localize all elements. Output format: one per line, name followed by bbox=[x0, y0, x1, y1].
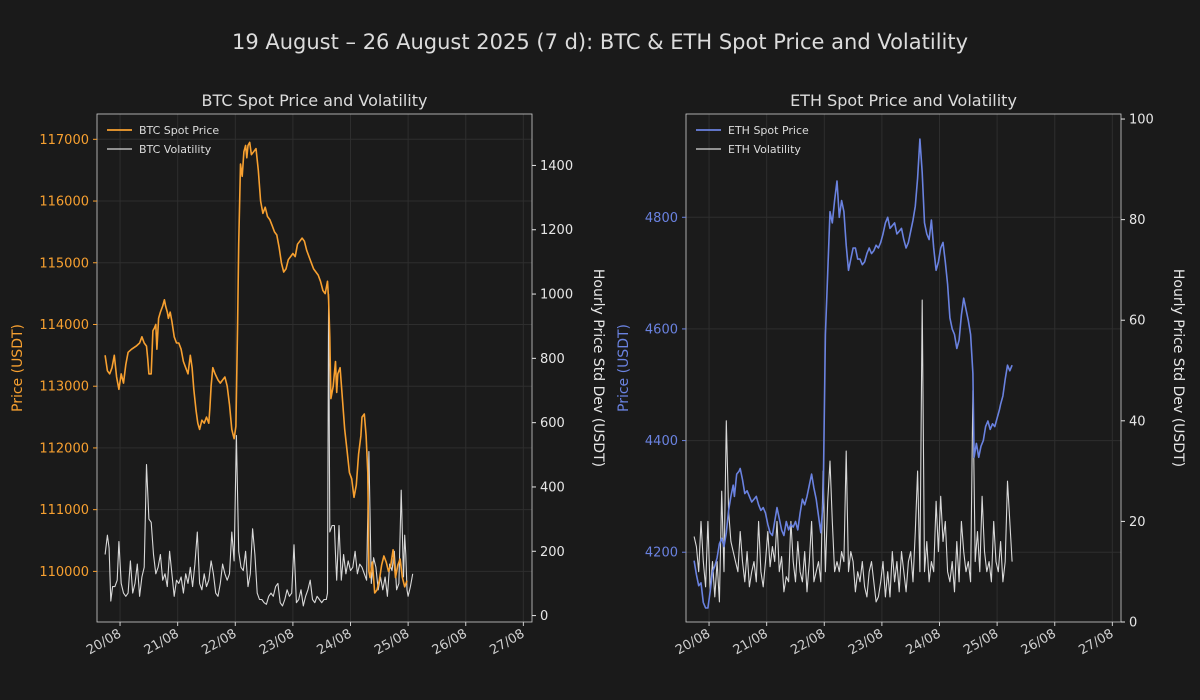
btc-right-y-tick-label: 1200 bbox=[540, 223, 573, 238]
eth-x-tick-label: 22/08 bbox=[788, 626, 828, 658]
eth-legend-volatility-label: ETH Volatility bbox=[728, 143, 801, 156]
eth-left-axis-label: Price (USDT) bbox=[616, 324, 632, 412]
eth-legend-price-label: ETH Spot Price bbox=[728, 124, 809, 137]
eth-price-line bbox=[693, 138, 1013, 609]
btc-x-tick-label: 27/08 bbox=[487, 626, 527, 658]
eth-right-y-tick-label: 20 bbox=[1129, 515, 1146, 530]
btc-left-y-tick-label: 114000 bbox=[39, 318, 89, 333]
eth-x-tick-label: 25/08 bbox=[961, 626, 1001, 658]
btc-left-y-tick-label: 116000 bbox=[39, 195, 89, 210]
btc-x-tick-label: 20/08 bbox=[84, 626, 124, 658]
btc-right-axis-label: Hourly Price Std Dev (USDT) bbox=[590, 269, 606, 467]
btc-left-y-tick-label: 112000 bbox=[39, 441, 89, 456]
btc-x-tick-label: 21/08 bbox=[142, 626, 182, 658]
btc-left-y-tick-label: 113000 bbox=[39, 380, 89, 395]
btc-chart-title: BTC Spot Price and Volatility bbox=[202, 91, 428, 110]
eth-volatility-line bbox=[693, 299, 1013, 603]
eth-x-tick-label: 21/08 bbox=[731, 626, 771, 658]
btc-axes-frame bbox=[96, 113, 533, 623]
eth-axes-frame bbox=[685, 113, 1122, 623]
eth-left-y-tick-label: 4200 bbox=[645, 546, 678, 561]
btc-left-y-tick-label: 110000 bbox=[39, 565, 89, 580]
eth-right-y-tick-label: 60 bbox=[1129, 314, 1146, 329]
eth-x-tick-label: 24/08 bbox=[904, 626, 944, 658]
btc-x-tick-label: 23/08 bbox=[257, 626, 297, 658]
btc-right-y-tick-label: 1400 bbox=[540, 159, 573, 174]
btc-right-y-tick-label: 1000 bbox=[540, 288, 573, 303]
btc-x-tick-label: 26/08 bbox=[430, 626, 470, 658]
btc-left-y-tick-label: 117000 bbox=[39, 133, 89, 148]
eth-right-y-tick-label: 40 bbox=[1129, 414, 1146, 429]
eth-plot-area bbox=[686, 114, 1121, 622]
eth-x-tick-label: 20/08 bbox=[673, 626, 713, 658]
btc-plot-area bbox=[97, 114, 532, 622]
btc-right-y-tick-label: 800 bbox=[540, 352, 565, 367]
btc-right-y-tick-label: 400 bbox=[540, 480, 565, 495]
eth-x-tick-label: 27/08 bbox=[1076, 626, 1116, 658]
btc-left-y-tick-label: 111000 bbox=[39, 503, 89, 518]
eth-right-axis-label: Hourly Price Std Dev (USDT) bbox=[1170, 269, 1186, 467]
eth-left-y-tick-label: 4600 bbox=[645, 322, 678, 337]
btc-x-tick-label: 25/08 bbox=[372, 626, 412, 658]
btc-x-tick-label: 24/08 bbox=[315, 626, 355, 658]
btc-x-tick-label: 22/08 bbox=[199, 626, 239, 658]
btc-price-line bbox=[104, 141, 408, 594]
eth-left-y-tick-label: 4400 bbox=[645, 434, 678, 449]
eth-x-tick-label: 23/08 bbox=[846, 626, 886, 658]
btc-volatility-line bbox=[104, 293, 414, 607]
figure-title: 19 August – 26 August 2025 (7 d): BTC & … bbox=[231, 30, 969, 54]
btc-right-y-tick-label: 200 bbox=[540, 545, 565, 560]
btc-right-y-tick-label: 600 bbox=[540, 416, 565, 431]
btc-left-axis-label: Price (USDT) bbox=[10, 324, 26, 412]
eth-right-y-tick-label: 100 bbox=[1129, 113, 1154, 128]
btc-legend-volatility-label: BTC Volatility bbox=[139, 143, 212, 156]
eth-right-y-tick-label: 80 bbox=[1129, 213, 1146, 228]
btc-right-y-tick-label: 0 bbox=[540, 609, 548, 624]
btc-legend-price-label: BTC Spot Price bbox=[139, 124, 219, 137]
eth-right-y-tick-label: 0 bbox=[1129, 616, 1137, 631]
btc-left-y-tick-label: 115000 bbox=[39, 256, 89, 271]
eth-chart-title: ETH Spot Price and Volatility bbox=[790, 91, 1017, 110]
eth-x-tick-label: 26/08 bbox=[1019, 626, 1059, 658]
eth-left-y-tick-label: 4800 bbox=[645, 211, 678, 226]
